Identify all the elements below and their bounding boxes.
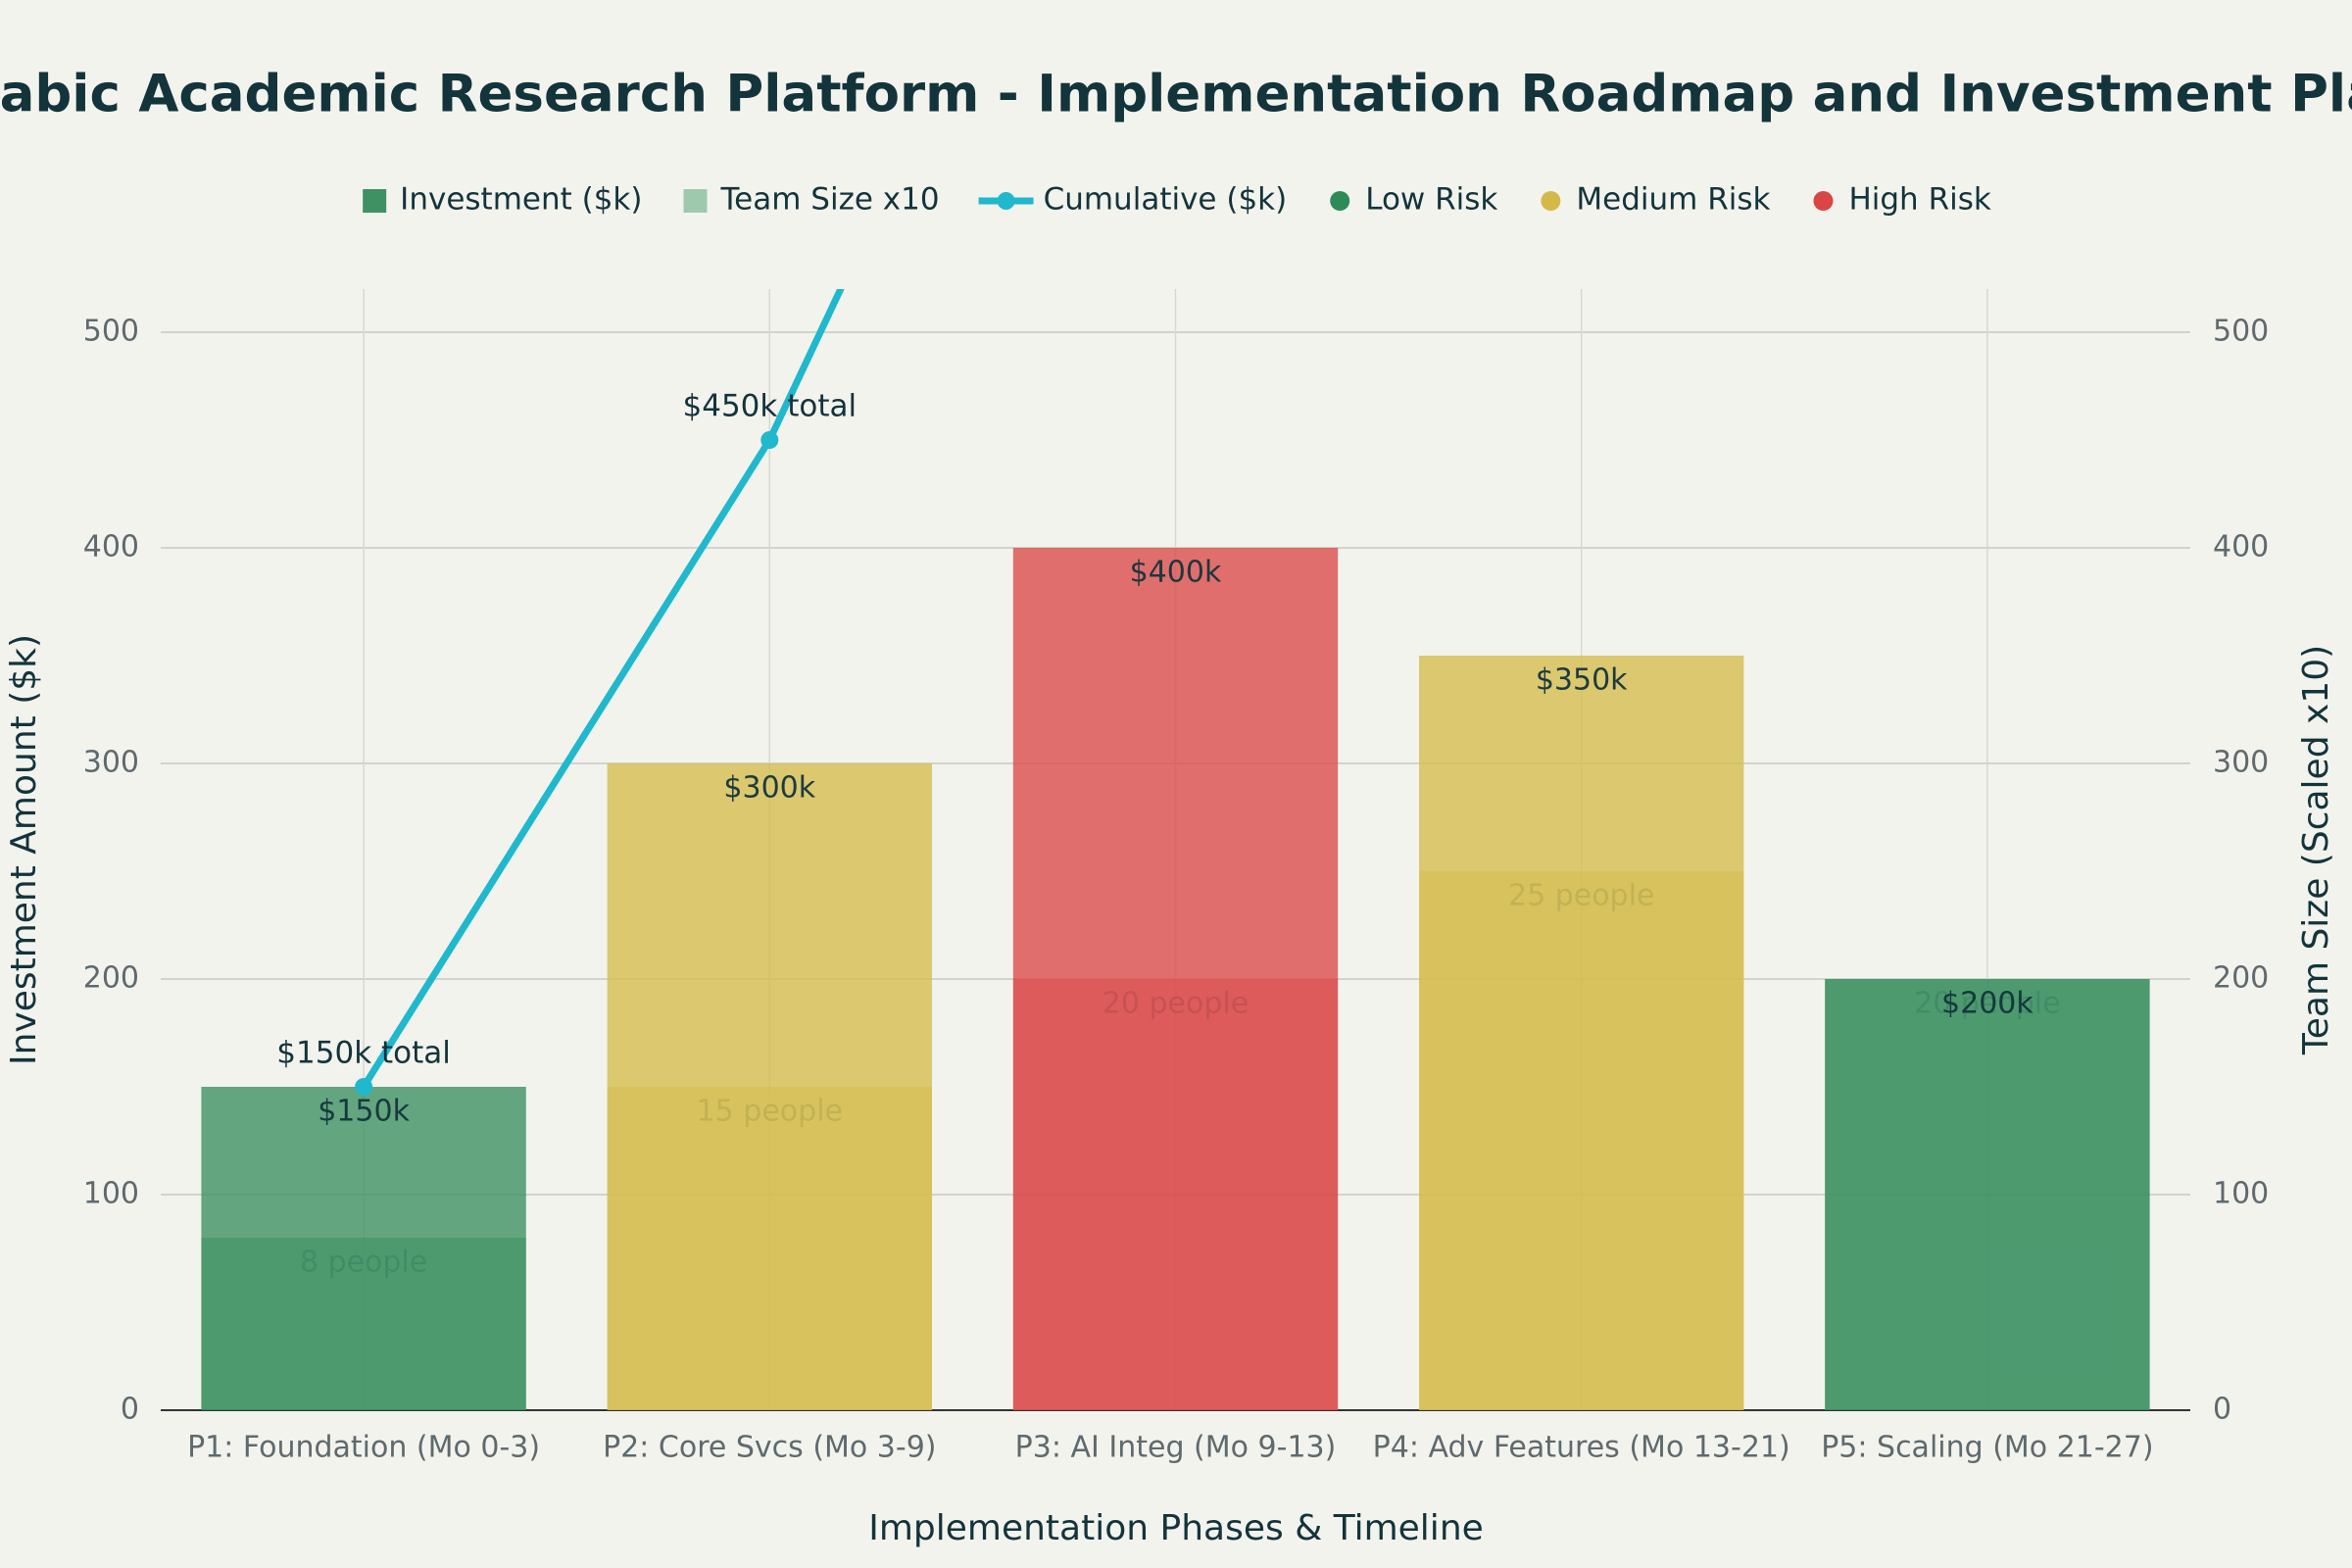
data-label: $350k — [1536, 663, 1628, 698]
data-label: $150k — [318, 1095, 410, 1129]
legend: Investment ($k) Team Size x10 Cumulative (… — [363, 182, 1991, 218]
x-tick-label: P4: Adv Features (Mo 13-21) — [1373, 1431, 1790, 1465]
y2-tick-label: 100 — [2213, 1177, 2269, 1211]
legend-swatch — [997, 192, 1015, 210]
legend-swatch — [1541, 191, 1561, 211]
legend-label: Medium Risk — [1576, 182, 1770, 218]
y-tick-label: 400 — [83, 530, 139, 564]
y-axis-title: Investment Amount ($k) — [4, 634, 44, 1065]
y2-axis-title: Team Size (Scaled x10) — [2296, 645, 2336, 1055]
x-axis-title: Implementation Phases & Timeline — [868, 1508, 1484, 1548]
bar — [201, 1087, 526, 1410]
legend-label: High Risk — [1848, 182, 1990, 218]
y2-tick-label: 0 — [2213, 1393, 2231, 1427]
legend-swatch — [1330, 191, 1350, 211]
y2-tick-label: 400 — [2213, 530, 2269, 564]
data-label: $400k — [1130, 556, 1222, 590]
y-tick-label: 0 — [121, 1393, 139, 1427]
y-tick-label: 300 — [83, 746, 139, 780]
data-label: $300k — [723, 771, 815, 806]
line-point — [760, 431, 779, 449]
bar — [607, 763, 932, 1410]
x-tick-label: P1: Foundation (Mo 0-3) — [187, 1431, 540, 1465]
legend-swatch — [683, 189, 708, 213]
line — [361, 289, 845, 1089]
bar — [1012, 548, 1339, 1410]
legend-swatch — [1813, 191, 1834, 211]
legend-label: Investment ($k) — [400, 182, 642, 218]
legend-label: Low Risk — [1365, 182, 1497, 218]
x-tick-label: P2: Core Svcs (Mo 3-9) — [603, 1431, 936, 1465]
y-tick-label: 100 — [83, 1177, 139, 1211]
data-label: $450k total — [683, 389, 858, 424]
data-label: $150k total — [276, 1036, 451, 1071]
y2-tick-label: 200 — [2213, 961, 2269, 996]
y2-tick-label: 300 — [2213, 746, 2269, 780]
chart-title: Arabic Academic Research Platform - Impl… — [0, 65, 2352, 124]
x-tick-label: P5: Scaling (Mo 21-27) — [1821, 1431, 2153, 1465]
y2-tick-label: 500 — [2213, 315, 2269, 349]
y-tick-label: 200 — [83, 961, 139, 996]
legend-label: Team Size x10 — [719, 182, 939, 218]
legend-swatch — [363, 189, 387, 213]
bar — [1419, 656, 1744, 1410]
line-group: $150k total $450k total — [276, 289, 858, 1096]
data-label: $200k — [1941, 987, 2034, 1021]
legend-label: Cumulative ($k) — [1044, 182, 1288, 218]
bar — [1825, 979, 2150, 1410]
x-tick-label: P3: AI Integ (Mo 9-13) — [1015, 1431, 1337, 1465]
line-point — [355, 1078, 373, 1096]
y-tick-label: 500 — [83, 315, 139, 349]
